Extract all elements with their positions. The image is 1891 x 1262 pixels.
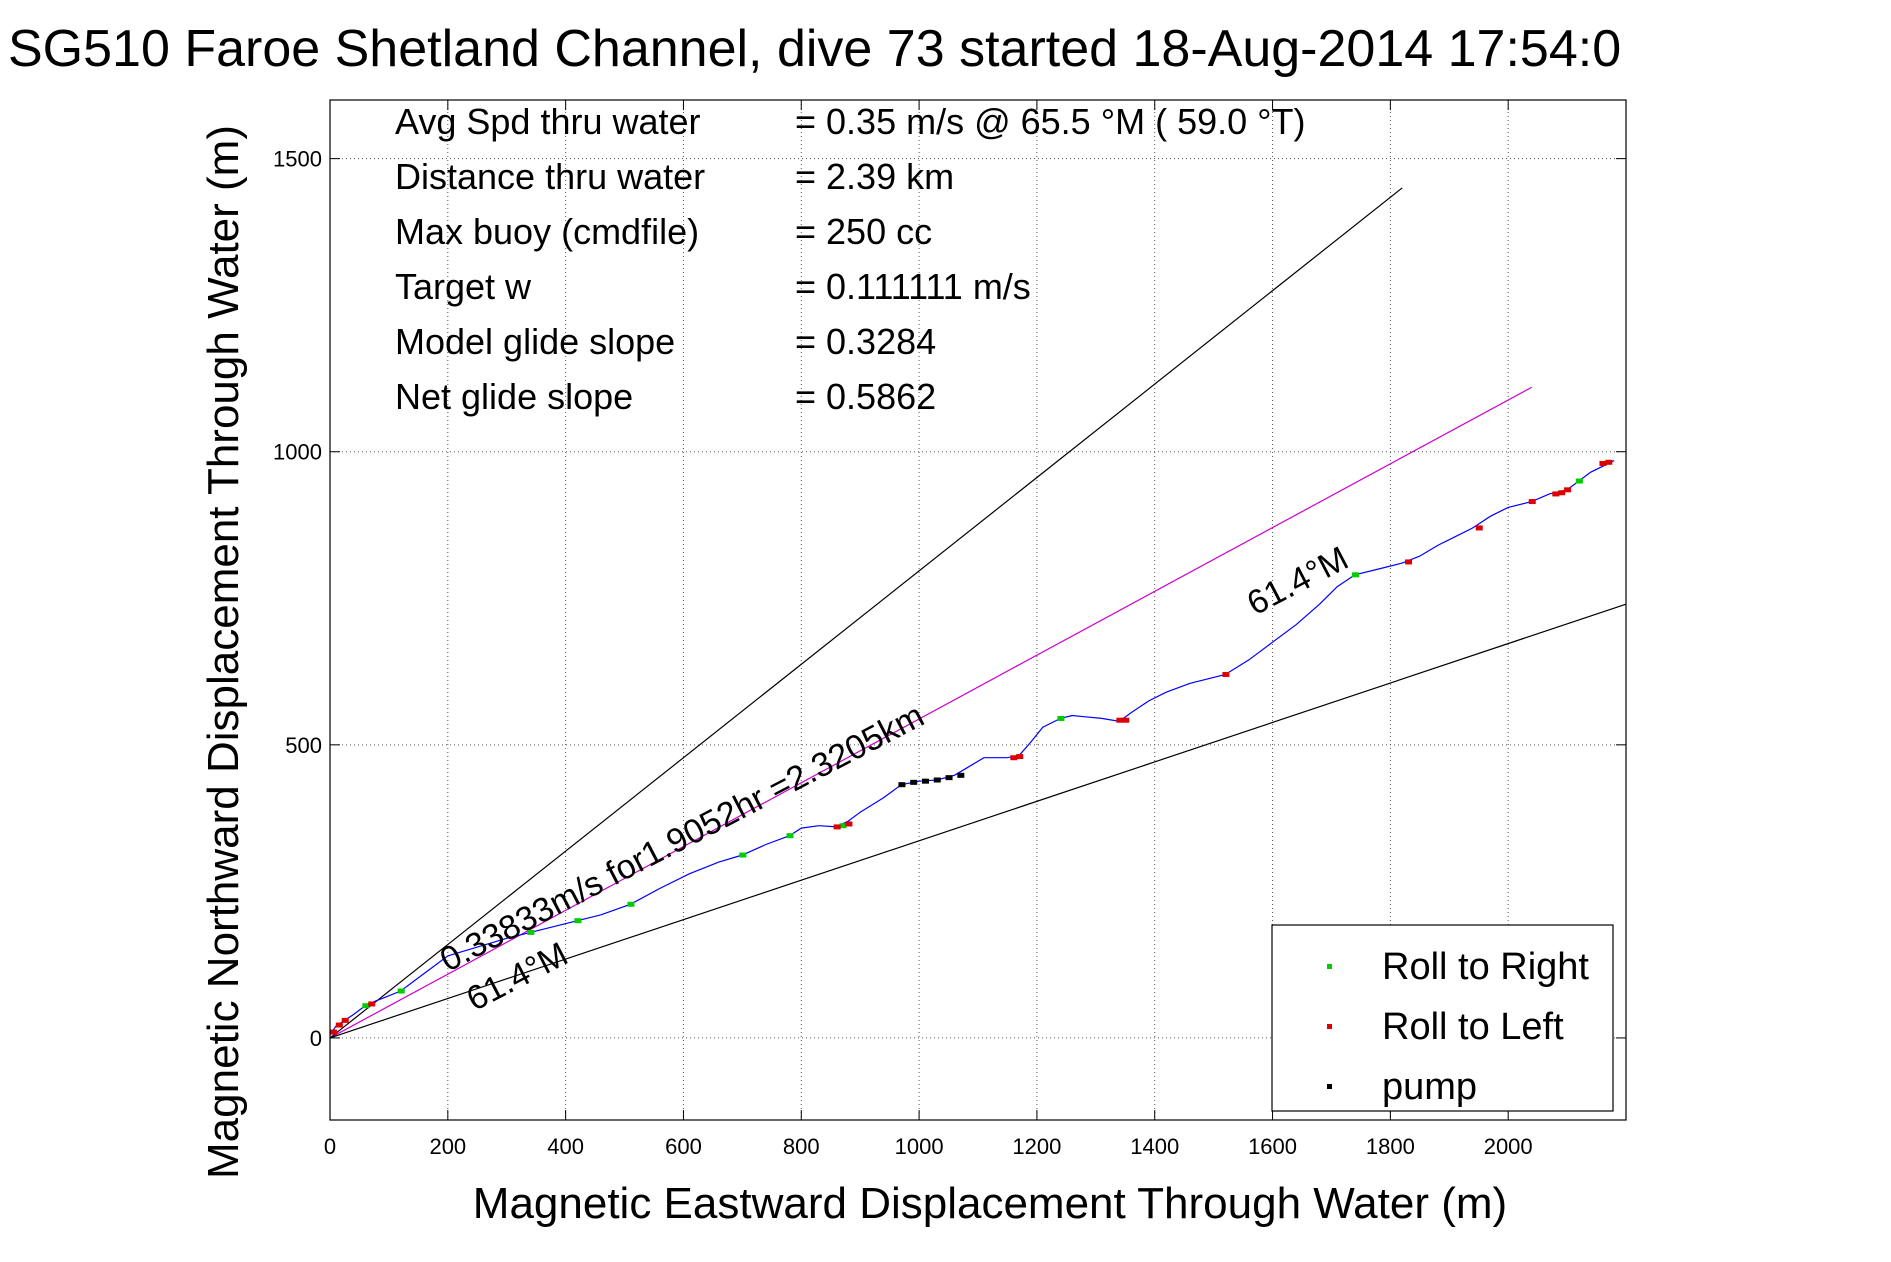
roll-right-marker — [362, 1003, 370, 1009]
roll-left-marker — [1552, 491, 1560, 497]
legend-box — [1271, 924, 1614, 1112]
stat-label: Avg Spd thru water — [395, 101, 701, 142]
roll-left-marker — [1475, 525, 1483, 531]
legend-label: Roll to Right — [1382, 946, 1589, 988]
heading-annotation-upper: 61.4°M — [1241, 539, 1354, 623]
roll-left-marker — [1116, 717, 1124, 723]
stat-label: Net glide slope — [395, 376, 633, 417]
x-tick-label: 0 — [324, 1134, 336, 1159]
x-tick-label: 800 — [783, 1134, 820, 1159]
reference-lines — [329, 187, 1627, 1039]
y-ticks: 0 500 1000 1500 — [273, 147, 1626, 1051]
legend-swatch — [1327, 1024, 1332, 1029]
stat-value: = 0.5862 — [795, 376, 936, 417]
legend-swatch — [1327, 1084, 1332, 1089]
x-tick-label: 1600 — [1248, 1134, 1297, 1159]
legend-label: Roll to Left — [1382, 1006, 1564, 1048]
legend-swatch — [1327, 964, 1332, 969]
x-tick-label: 1400 — [1130, 1134, 1179, 1159]
x-tick-label: 1000 — [895, 1134, 944, 1159]
roll-left-marker — [1558, 490, 1566, 496]
roll-left-marker — [1222, 671, 1230, 677]
pump-marker — [898, 782, 906, 788]
roll-left-marker — [1016, 754, 1024, 760]
roll-left-marker — [845, 821, 853, 827]
x-tick-label: 600 — [665, 1134, 702, 1159]
pump-marker — [957, 772, 965, 778]
roll-right-marker — [627, 901, 635, 907]
roll-right-marker — [839, 823, 847, 829]
x-tick-label: 200 — [429, 1134, 466, 1159]
x-axis-label: Magnetic Eastward Displacement Through W… — [473, 1179, 1507, 1228]
y-tick-label: 0 — [310, 1026, 322, 1051]
pump-marker — [933, 777, 941, 783]
track-line — [329, 459, 1615, 1036]
stats-block: Avg Spd thru water = 0.35 m/s @ 65.5 °M (… — [395, 101, 1306, 417]
legend-label: pump — [1382, 1066, 1477, 1108]
x-ticks: 0 200 400 600 800 1000 1200 1400 1600 1800 2000 — [324, 100, 1533, 1159]
stat-value: = 0.111111 m/s — [795, 266, 1031, 307]
track-annotation: 0.33833m/s for1.9052hr =2.3205km — [434, 696, 930, 979]
y-tick-label: 1500 — [273, 147, 322, 172]
x-tick-label: 1800 — [1366, 1134, 1415, 1159]
roll-right-marker — [574, 918, 582, 924]
roll-left-marker — [1010, 755, 1018, 761]
roll-left-marker — [329, 1029, 337, 1035]
roll-right-marker — [1057, 715, 1065, 721]
y-tick-label: 1000 — [273, 440, 322, 465]
stat-label: Target w — [395, 266, 532, 307]
stat-label: Max buoy (cmdfile) — [395, 211, 699, 252]
axes-box — [329, 99, 1627, 1121]
roll-right-marker — [1575, 478, 1583, 484]
reference-line-2 — [329, 187, 1403, 1039]
stat-label: Distance thru water — [395, 156, 705, 197]
roll-left-marker — [1122, 717, 1130, 723]
pump-marker — [945, 775, 953, 781]
pump-marker — [921, 778, 929, 784]
pump-marker — [910, 779, 918, 785]
y-axis-label: Magnetic Northward Displacement Through … — [199, 125, 248, 1179]
roll-left-marker — [368, 1001, 376, 1007]
x-tick-label: 400 — [547, 1134, 584, 1159]
stat-value: = 0.35 m/s @ 65.5 °M ( 59.0 °T) — [795, 101, 1306, 142]
glider-track — [329, 459, 1615, 1036]
roll-left-marker — [341, 1017, 349, 1023]
reference-line-3 — [329, 603, 1627, 1039]
roll-left-marker — [1528, 499, 1536, 505]
roll-right-marker — [397, 988, 405, 994]
x-tick-label: 2000 — [1484, 1134, 1533, 1159]
roll-right-marker — [1352, 572, 1360, 578]
stat-label: Model glide slope — [395, 321, 675, 362]
stat-value: = 0.3284 — [795, 321, 936, 362]
x-tick-label: 1200 — [1012, 1134, 1061, 1159]
roll-markers — [329, 459, 1613, 1035]
reference-line-1 — [329, 386, 1533, 1039]
roll-left-marker — [335, 1022, 343, 1028]
stat-value: = 250 cc — [795, 211, 932, 252]
roll-left-marker — [1605, 459, 1613, 465]
roll-left-marker — [1405, 559, 1413, 565]
roll-left-marker — [1599, 460, 1607, 466]
roll-left-marker — [1564, 487, 1572, 493]
stat-value: = 2.39 km — [795, 156, 954, 197]
roll-left-marker — [833, 824, 841, 830]
roll-right-marker — [527, 929, 535, 935]
y-tick-label: 500 — [285, 733, 322, 758]
chart-title: SG510 Faroe Shetland Channel, dive 73 st… — [8, 20, 1621, 78]
legend: Roll to Right Roll to Left pump — [1271, 924, 1614, 1112]
roll-right-marker — [786, 833, 794, 839]
roll-right-marker — [739, 852, 747, 858]
